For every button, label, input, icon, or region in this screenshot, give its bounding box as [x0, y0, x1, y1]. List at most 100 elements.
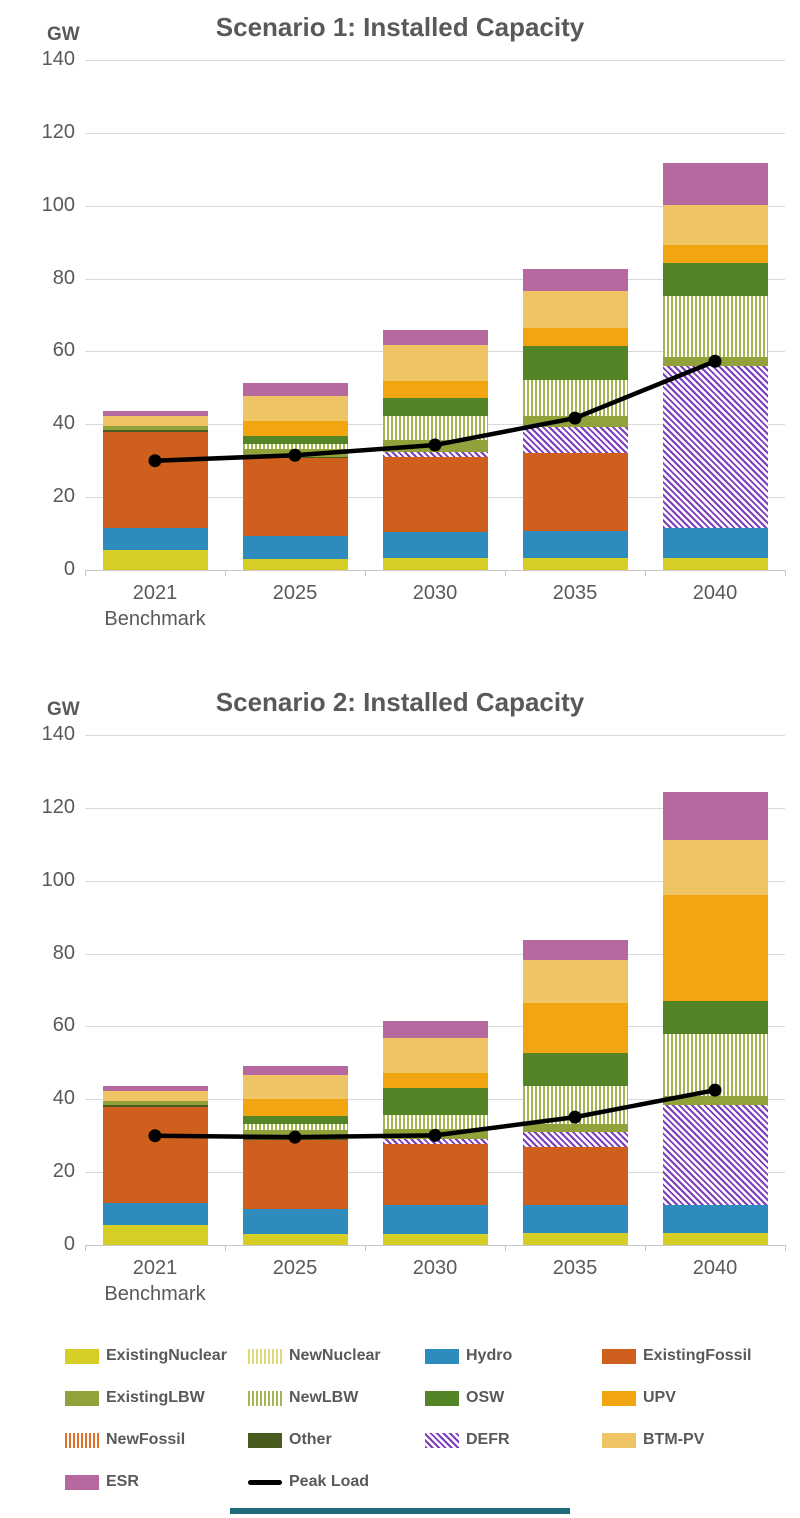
- bar-segment-ESR: [102, 411, 208, 417]
- x-axis-label-line: 2035: [552, 582, 598, 604]
- peak-load-point: [148, 1129, 162, 1143]
- y-tick-label: 0: [63, 558, 75, 580]
- legend-item-UPV: UPV: [602, 1389, 676, 1407]
- bar-segment-ExistingNuclear: [382, 557, 488, 570]
- bar-segment-ESR: [242, 382, 348, 396]
- bar-segment-ExistingNuclear: [242, 1234, 348, 1245]
- bar-segment-Hydro: [662, 528, 768, 559]
- x-tick-mark: [645, 1245, 646, 1251]
- bar-segment-OSW: [522, 346, 628, 380]
- bar-segment-DEFR: [522, 1132, 628, 1148]
- bar-segment-OSW: [662, 1000, 768, 1035]
- legend-swatch: [65, 1390, 99, 1406]
- legend-item-ExistingFossil: ExistingFossil: [602, 1347, 751, 1365]
- y-tick-label: 80: [52, 941, 75, 964]
- legend-swatch: [248, 1348, 282, 1364]
- x-axis-label-line: 2040: [692, 1257, 738, 1279]
- legend-swatch: [65, 1474, 99, 1490]
- bar-segment-ExistingNuclear: [102, 550, 208, 570]
- legend-label: OSW: [466, 1389, 505, 1406]
- bar-segment-ExistingFossil: [382, 1144, 488, 1205]
- chart-legend: ExistingNuclear NewNuclear Hydro ExistingFo…: [0, 1335, 800, 1505]
- bar-segment-NewLBW: [382, 416, 488, 440]
- x-axis-label-line: 2025: [272, 1257, 318, 1279]
- legend-item-NewFossil: NewFossil: [65, 1431, 185, 1449]
- bar-segment-Hydro: [382, 532, 488, 558]
- legend-label: NewNuclear: [289, 1347, 381, 1364]
- peak-load-point: [288, 448, 302, 462]
- y-tick-label: 40: [52, 1087, 75, 1110]
- y-tick-label: 120: [41, 120, 75, 143]
- x-axis-label-line: 2040: [692, 582, 738, 604]
- legend-item-Peak Load: Peak Load: [248, 1473, 369, 1491]
- peak-load-point: [148, 454, 162, 468]
- y-tick-label: 140: [41, 48, 75, 70]
- bar-segment-BTM-PV: [662, 839, 768, 895]
- bar-segment-ExistingNuclear: [522, 557, 628, 570]
- x-axis-label-2025: 2025: [225, 580, 365, 606]
- bar-segment-Hydro: [662, 1204, 768, 1234]
- legend-label: DEFR: [466, 1431, 510, 1448]
- legend-swatch: [602, 1432, 636, 1448]
- bar-segment-Hydro: [382, 1204, 488, 1235]
- bar-segment-Other: [102, 1105, 208, 1107]
- y-tick-label: 0: [63, 1233, 75, 1255]
- x-axis-label-2040: 2040: [645, 1255, 785, 1281]
- bar-segment-ExistingFossil: [102, 1106, 208, 1204]
- legend-item-DEFR: DEFR: [425, 1431, 510, 1449]
- legend-label: ExistingFossil: [643, 1347, 752, 1364]
- footer-divider: [230, 1508, 570, 1514]
- bar-segment-ESR: [102, 1086, 208, 1092]
- legend-label: ExistingNuclear: [106, 1347, 227, 1364]
- scenario-1-title: Scenario 1: Installed Capacity: [215, 12, 585, 42]
- x-tick-mark: [85, 570, 86, 576]
- bar-segment-ESR: [382, 1020, 488, 1039]
- bar-segment-ExistingNuclear: [242, 558, 348, 570]
- x-tick-mark: [645, 570, 646, 576]
- bar-segment-ExistingFossil: [522, 1147, 628, 1205]
- bar-segment-ExistingNuclear: [662, 558, 768, 570]
- y-tick-label: 20: [52, 485, 75, 508]
- x-tick-mark: [85, 1245, 86, 1251]
- gridline-120: [85, 132, 785, 134]
- bar-segment-Hydro: [522, 1204, 628, 1233]
- bar-segment-UPV: [662, 245, 768, 264]
- peak-load-point: [708, 1083, 722, 1097]
- x-axis-label-2035: 2035: [505, 1255, 645, 1281]
- legend-line-swatch: [248, 1479, 282, 1485]
- bar-segment-OSW: [662, 263, 768, 296]
- x-tick-mark: [225, 570, 226, 576]
- peak-load-point: [428, 438, 442, 452]
- bar-segment-ESR: [662, 791, 768, 840]
- bar-segment-Hydro: [242, 1208, 348, 1235]
- bar-segment-ExistingLBW: [522, 1124, 628, 1133]
- y-tick-label: 100: [41, 868, 75, 891]
- bar-segment-ExistingNuclear: [102, 1225, 208, 1245]
- bar-segment-ESR: [242, 1066, 348, 1076]
- legend-swatch: [248, 1432, 282, 1448]
- legend-label: BTM-PV: [643, 1431, 705, 1448]
- x-axis-label-2025: 2025: [225, 1255, 365, 1281]
- x-axis-label-line: Benchmark: [104, 1283, 206, 1305]
- x-axis-label-line: 2021: [132, 582, 178, 604]
- bar-segment-ESR: [382, 330, 488, 346]
- y-tick-label: 20: [52, 1160, 75, 1183]
- y-axis-unit-label-2: GW: [47, 699, 80, 720]
- scenario-2-plot-area: 0 20 40 60 80 100 120 140 2021 Benchmark 2025 2030 2…: [42, 723, 786, 1305]
- x-axis-label-2040: 2040: [645, 580, 785, 606]
- legend-swatch: [65, 1348, 99, 1364]
- x-tick-mark: [785, 570, 786, 576]
- gridline-0: [85, 570, 785, 571]
- bar-segment-Hydro: [522, 530, 628, 558]
- bar-segment-ExistingLBW: [102, 426, 208, 431]
- gridline-140: [85, 735, 785, 736]
- peak-load-point: [288, 1130, 302, 1144]
- y-axis-unit-label-1: GW: [47, 24, 80, 45]
- bar-segment-BTM-PV: [522, 960, 628, 1004]
- legend-swatch: [425, 1348, 459, 1364]
- legend-swatch: [425, 1390, 459, 1406]
- legend-item-ESR: ESR: [65, 1473, 139, 1491]
- legend-swatch: [425, 1432, 459, 1448]
- bar-segment-Hydro: [102, 1203, 208, 1226]
- bar-segment-UPV: [522, 328, 628, 347]
